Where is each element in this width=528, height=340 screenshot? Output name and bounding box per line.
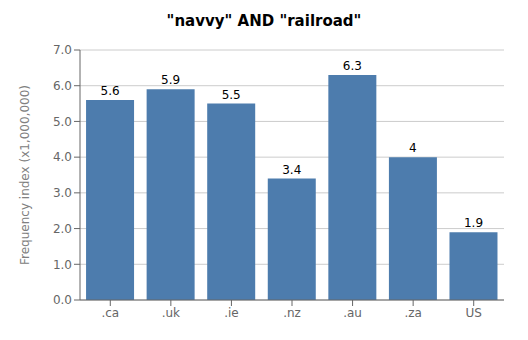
svg-text:5.6: 5.6 — [101, 84, 120, 98]
svg-text:2.0: 2.0 — [53, 222, 72, 236]
svg-text:4.0: 4.0 — [53, 150, 72, 164]
svg-text:Frequency index (x1,000,000): Frequency index (x1,000,000) — [18, 85, 32, 265]
svg-text:5.5: 5.5 — [222, 88, 241, 102]
svg-text:.uk: .uk — [162, 306, 180, 320]
svg-text:5.0: 5.0 — [53, 115, 72, 129]
svg-text:.ca: .ca — [101, 306, 119, 320]
svg-text:0.0: 0.0 — [53, 293, 72, 307]
svg-text:5.9: 5.9 — [161, 73, 180, 87]
svg-text:.nz: .nz — [283, 306, 301, 320]
svg-text:6.3: 6.3 — [343, 59, 362, 73]
svg-text:.za: .za — [404, 306, 421, 320]
svg-text:7.0: 7.0 — [53, 43, 72, 57]
svg-text:US: US — [466, 306, 482, 320]
html-text:"navvy" AND "railroad": "navvy" AND "railroad" — [166, 12, 362, 30]
svg-text:1.0: 1.0 — [53, 258, 72, 272]
svg-text:3.0: 3.0 — [53, 186, 72, 200]
svg-text:.ie: .ie — [224, 306, 239, 320]
svg-text:6.0: 6.0 — [53, 79, 72, 93]
svg-text:.au: .au — [343, 306, 362, 320]
svg-text:3.4: 3.4 — [282, 163, 301, 177]
svg-text:4: 4 — [409, 141, 417, 155]
svg-text:1.9: 1.9 — [464, 216, 483, 230]
